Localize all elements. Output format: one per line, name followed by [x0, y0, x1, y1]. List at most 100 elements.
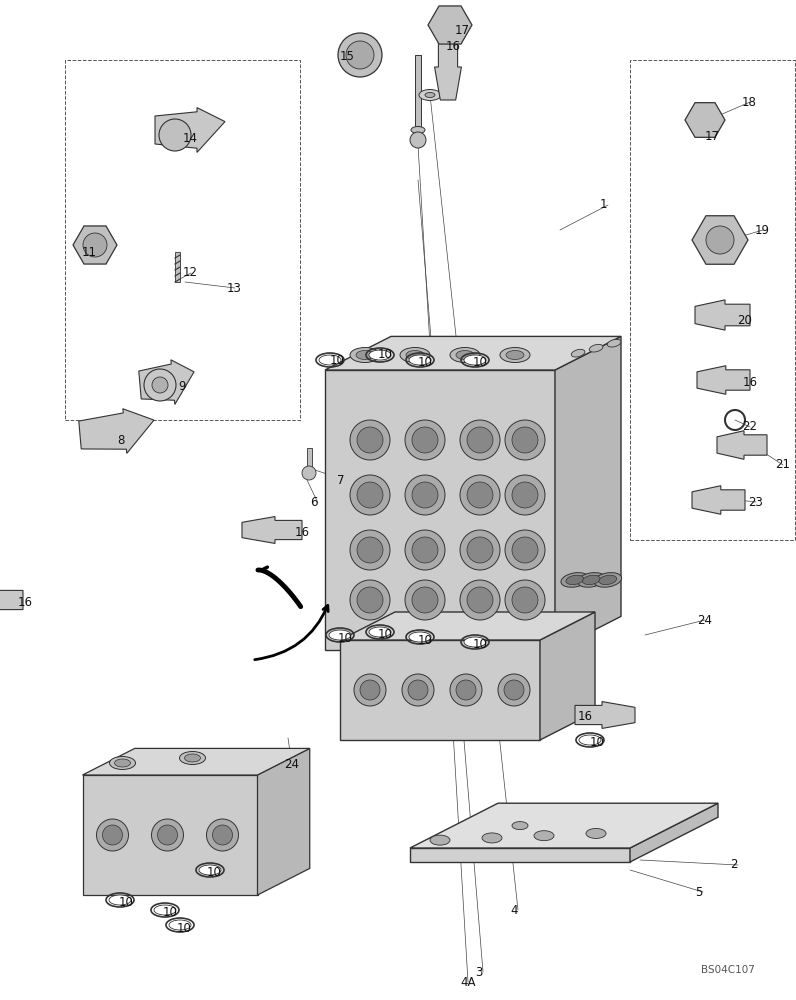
Text: 20: 20 [737, 314, 752, 326]
Circle shape [460, 530, 500, 570]
Circle shape [350, 475, 390, 515]
Circle shape [357, 427, 383, 453]
Circle shape [450, 674, 482, 706]
Ellipse shape [506, 351, 524, 360]
Polygon shape [0, 587, 23, 613]
Polygon shape [325, 370, 555, 650]
Ellipse shape [599, 575, 617, 585]
Text: 6: 6 [310, 496, 318, 510]
Ellipse shape [409, 355, 431, 365]
Circle shape [158, 825, 178, 845]
Ellipse shape [411, 126, 425, 133]
Polygon shape [340, 640, 540, 740]
Text: 10: 10 [119, 896, 134, 910]
Ellipse shape [579, 735, 601, 745]
Text: 18: 18 [742, 96, 757, 108]
Polygon shape [79, 409, 154, 453]
Text: 5: 5 [695, 886, 702, 898]
Ellipse shape [572, 349, 585, 357]
Ellipse shape [185, 754, 201, 762]
Text: 17: 17 [455, 23, 470, 36]
Ellipse shape [356, 351, 374, 360]
Circle shape [412, 537, 438, 563]
Text: 10: 10 [418, 356, 433, 368]
Ellipse shape [154, 905, 176, 915]
Text: 10: 10 [177, 922, 192, 934]
Ellipse shape [369, 350, 391, 360]
Circle shape [354, 674, 386, 706]
Circle shape [338, 33, 382, 77]
Circle shape [460, 475, 500, 515]
Text: 15: 15 [340, 50, 355, 64]
Text: 17: 17 [705, 130, 720, 143]
Polygon shape [697, 366, 750, 394]
Circle shape [467, 427, 493, 453]
Ellipse shape [583, 575, 600, 585]
Circle shape [512, 427, 538, 453]
Text: 2: 2 [730, 858, 738, 871]
Text: BS04C107: BS04C107 [701, 965, 755, 975]
Text: 23: 23 [748, 495, 763, 508]
Circle shape [512, 482, 538, 508]
Polygon shape [257, 748, 310, 895]
Circle shape [144, 369, 176, 401]
Bar [307, 448, 312, 473]
Text: 24: 24 [284, 758, 299, 772]
Circle shape [357, 587, 383, 613]
Polygon shape [692, 486, 745, 514]
Circle shape [213, 825, 232, 845]
Circle shape [302, 466, 316, 480]
Circle shape [412, 587, 438, 613]
Ellipse shape [577, 573, 605, 587]
Text: 16: 16 [743, 375, 758, 388]
Ellipse shape [456, 351, 474, 360]
Circle shape [360, 680, 380, 700]
Circle shape [467, 587, 493, 613]
Circle shape [405, 580, 445, 620]
Circle shape [505, 420, 545, 460]
Ellipse shape [180, 752, 205, 764]
Ellipse shape [319, 355, 341, 365]
Text: 13: 13 [227, 282, 242, 294]
Circle shape [350, 530, 390, 570]
Text: 22: 22 [742, 420, 757, 434]
Circle shape [505, 530, 545, 570]
Polygon shape [410, 803, 718, 848]
Circle shape [408, 680, 428, 700]
Circle shape [357, 482, 383, 508]
Polygon shape [575, 702, 635, 728]
Circle shape [467, 537, 493, 563]
Circle shape [505, 475, 545, 515]
Ellipse shape [329, 630, 351, 640]
Ellipse shape [450, 348, 480, 362]
Text: 21: 21 [775, 458, 790, 472]
Text: 4: 4 [510, 904, 517, 916]
Text: 3: 3 [475, 966, 482, 978]
Text: 19: 19 [755, 224, 770, 236]
Circle shape [357, 537, 383, 563]
Polygon shape [340, 612, 595, 640]
Circle shape [206, 819, 239, 851]
Text: 10: 10 [207, 866, 222, 880]
Bar [175, 252, 180, 282]
Ellipse shape [350, 348, 380, 362]
Ellipse shape [534, 831, 554, 841]
Polygon shape [717, 431, 767, 459]
Ellipse shape [425, 93, 435, 98]
Ellipse shape [419, 90, 441, 101]
Ellipse shape [109, 895, 131, 905]
Polygon shape [685, 103, 725, 137]
Bar [415, 55, 421, 130]
Circle shape [83, 233, 107, 257]
Polygon shape [630, 803, 718, 862]
Circle shape [460, 580, 500, 620]
Text: 12: 12 [183, 266, 198, 279]
Ellipse shape [430, 835, 450, 845]
Text: 10: 10 [330, 354, 345, 366]
Circle shape [350, 420, 390, 460]
Ellipse shape [409, 632, 431, 642]
Circle shape [410, 132, 426, 148]
Circle shape [512, 587, 538, 613]
Ellipse shape [464, 355, 486, 365]
Text: 10: 10 [163, 906, 178, 920]
